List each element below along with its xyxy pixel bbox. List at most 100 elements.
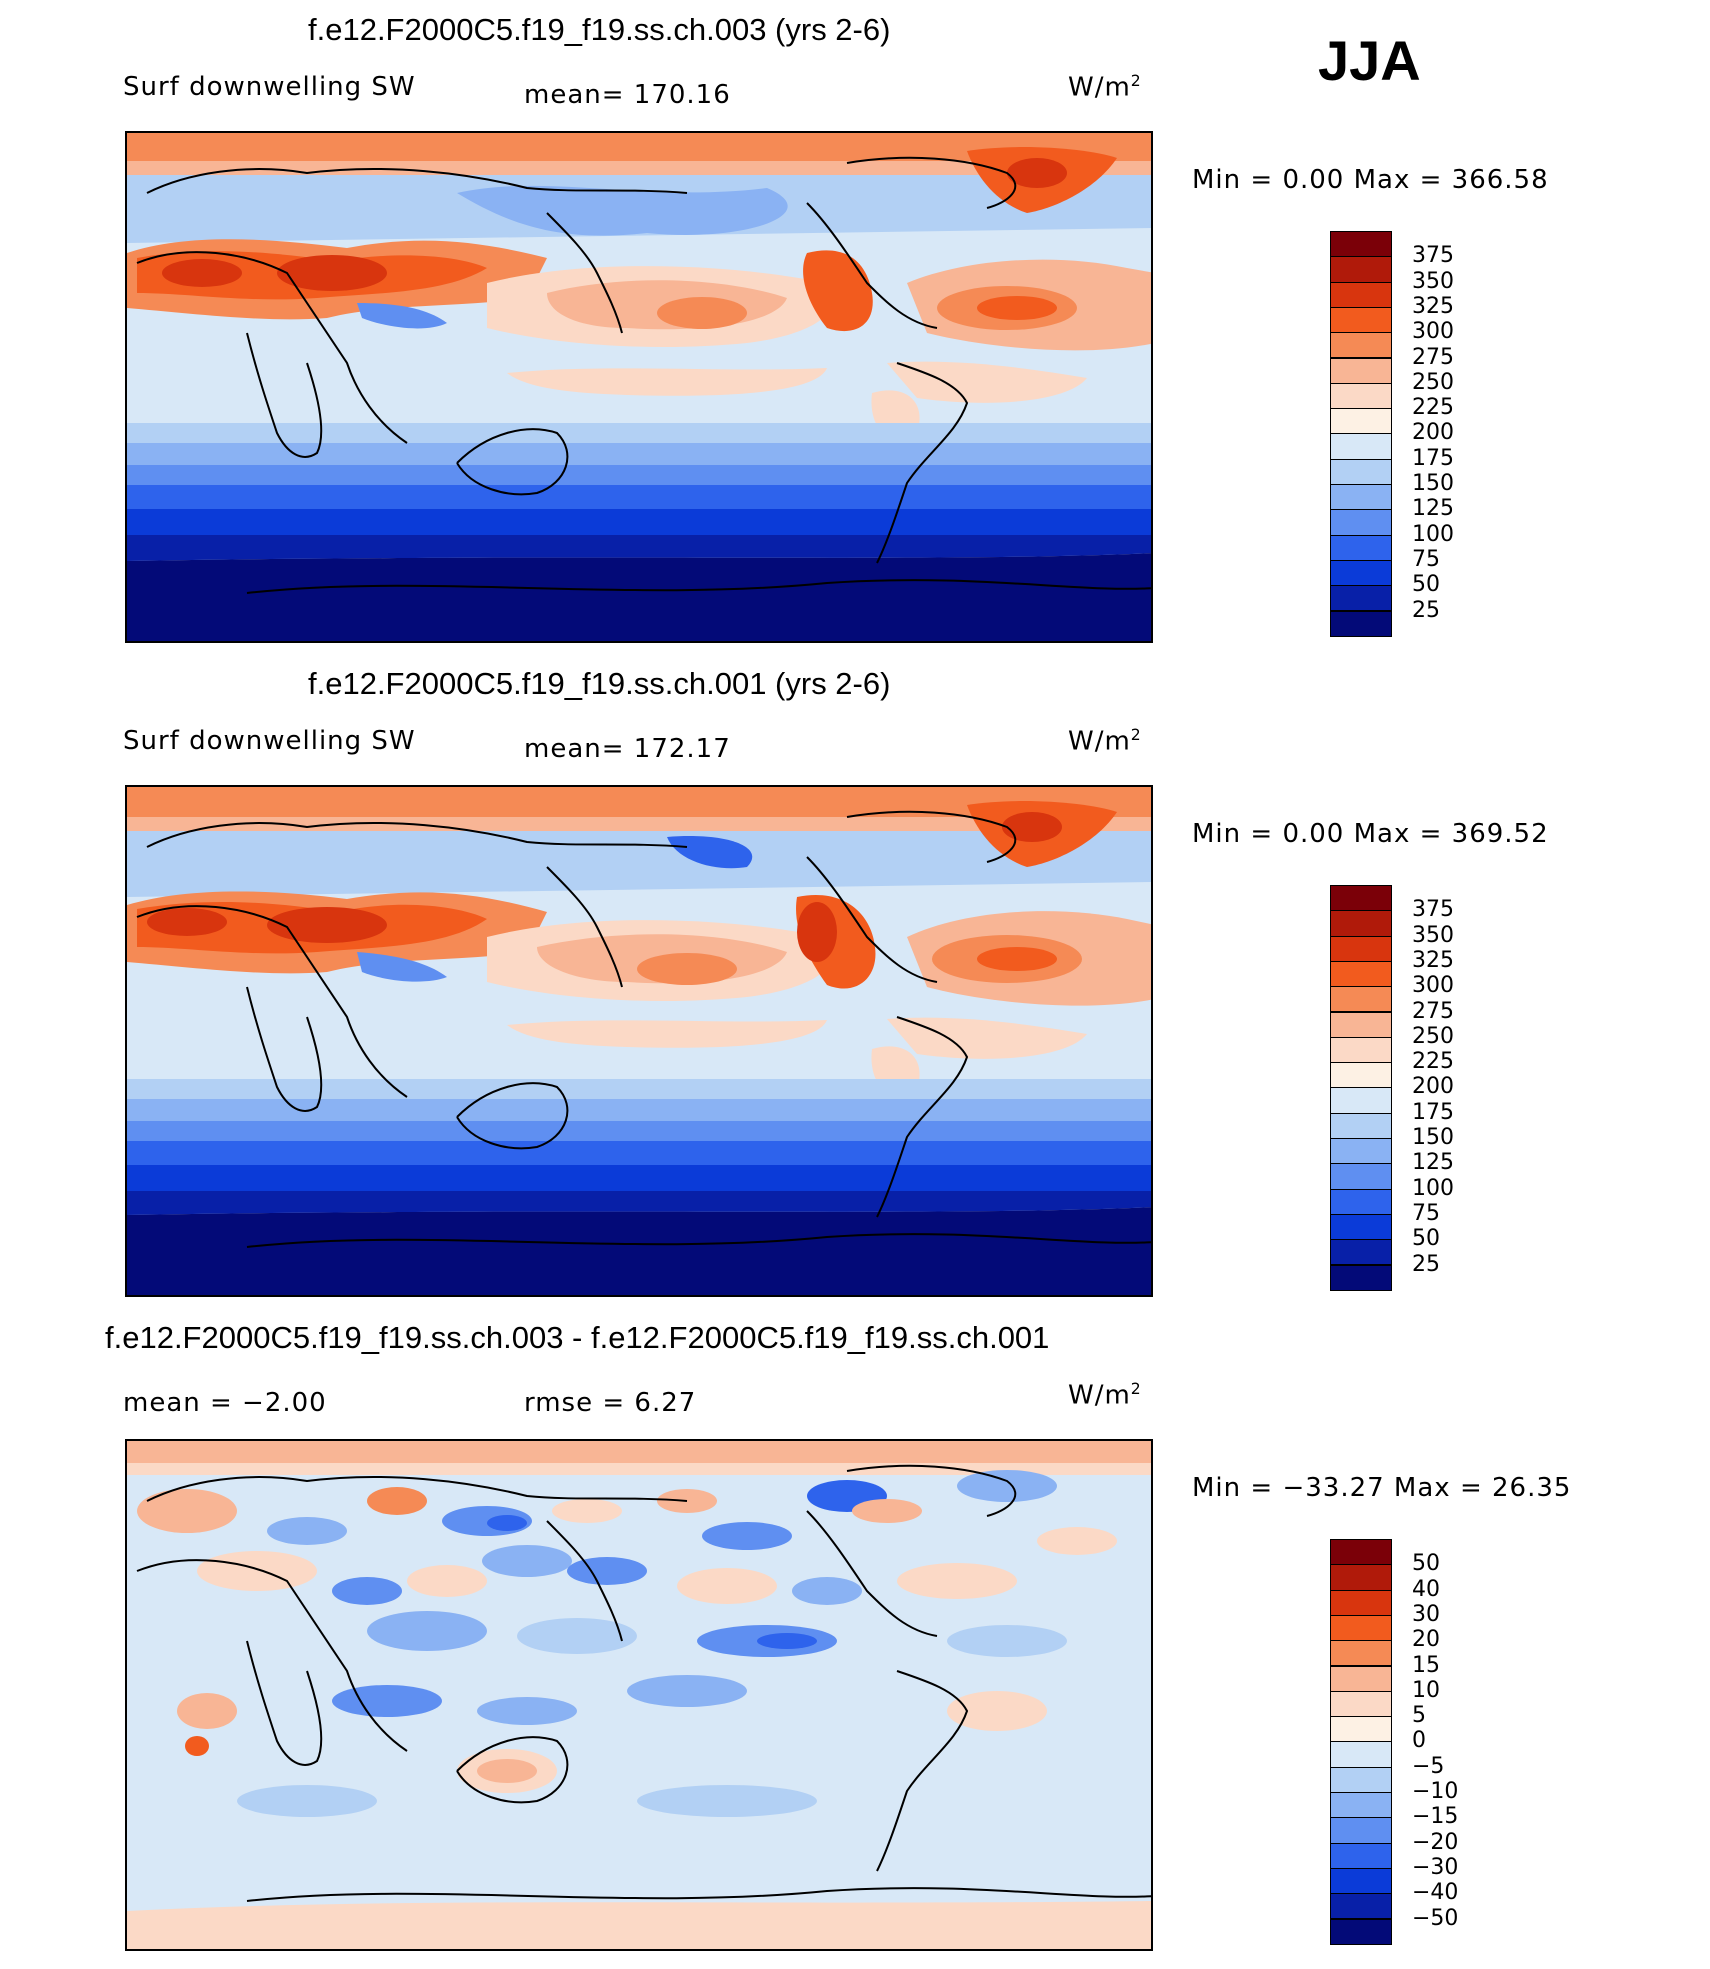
panel-3-mean-label: mean = −2.00 bbox=[123, 1388, 327, 1418]
colorbar-tick-label: 5 bbox=[1412, 1703, 1426, 1729]
colorbar-swatch bbox=[1330, 885, 1392, 912]
colorbar-tick-label: 325 bbox=[1412, 947, 1454, 973]
colorbar-tick-label: −20 bbox=[1412, 1829, 1459, 1855]
panel-1-mean-label: mean= 170.16 bbox=[524, 80, 731, 110]
panel-3-colorbar bbox=[1330, 1539, 1392, 1945]
colorbar-swatch bbox=[1330, 306, 1392, 334]
colorbar-tick-label: 10 bbox=[1412, 1677, 1440, 1703]
panel-1-contour-field bbox=[127, 133, 1151, 641]
colorbar-tick-label: 275 bbox=[1412, 344, 1454, 370]
colorbar-tick-label: 150 bbox=[1412, 1125, 1454, 1150]
panel-2-minmax: Min = 0.00 Max = 369.52 bbox=[1192, 819, 1549, 849]
panel-3-units: W/m2 bbox=[1068, 1380, 1142, 1411]
colorbar-swatch bbox=[1330, 1011, 1392, 1038]
colorbar-swatch bbox=[1330, 986, 1392, 1013]
colorbar-tick-label: 25 bbox=[1412, 1251, 1440, 1277]
panel-2-units: W/m2 bbox=[1068, 726, 1142, 757]
colorbar-swatch bbox=[1330, 1564, 1392, 1591]
colorbar-swatch bbox=[1330, 357, 1392, 384]
colorbar-tick-label: 250 bbox=[1412, 369, 1454, 395]
colorbar-tick-label: −15 bbox=[1412, 1804, 1459, 1830]
colorbar-tick-label: 200 bbox=[1412, 1074, 1454, 1100]
panel-3-rmse-label: rmse = 6.27 bbox=[524, 1388, 697, 1418]
panel-1-minmax: Min = 0.00 Max = 366.58 bbox=[1192, 165, 1549, 195]
colorbar-tick-label: 100 bbox=[1412, 1175, 1454, 1201]
colorbar-tick-label: 0 bbox=[1412, 1728, 1426, 1754]
colorbar-swatch bbox=[1330, 1842, 1392, 1869]
colorbar-swatch bbox=[1330, 1264, 1392, 1291]
colorbar-swatch bbox=[1330, 433, 1392, 460]
colorbar-tick-label: 30 bbox=[1412, 1601, 1440, 1627]
season-label: JJA bbox=[1318, 29, 1421, 92]
colorbar-tick-label: 125 bbox=[1412, 496, 1454, 522]
colorbar-tick-label: 150 bbox=[1412, 471, 1454, 496]
colorbar-swatch bbox=[1330, 1716, 1392, 1743]
panel-2-colorbar bbox=[1330, 885, 1392, 1291]
colorbar-swatch bbox=[1330, 1766, 1392, 1793]
colorbar-swatch bbox=[1330, 960, 1392, 988]
colorbar-swatch bbox=[1330, 1817, 1392, 1844]
panel-2-title: f.e12.F2000C5.f19_f19.ss.ch.001 (yrs 2-6… bbox=[308, 666, 891, 701]
colorbar-tick-label: −40 bbox=[1412, 1880, 1459, 1906]
colorbar-swatch bbox=[1330, 559, 1392, 587]
panel-2-mean-label: mean= 172.17 bbox=[524, 734, 731, 764]
panel-3-minmax: Min = −33.27 Max = 26.35 bbox=[1192, 1473, 1572, 1503]
colorbar-tick-label: 50 bbox=[1412, 1551, 1440, 1577]
colorbar-tick-label: 75 bbox=[1412, 1200, 1440, 1226]
colorbar-swatch bbox=[1330, 585, 1392, 612]
colorbar-swatch bbox=[1330, 1539, 1392, 1566]
colorbar-tick-label: 175 bbox=[1412, 1099, 1454, 1125]
colorbar-swatch bbox=[1330, 458, 1392, 485]
colorbar-swatch bbox=[1330, 1163, 1392, 1190]
colorbar-swatch bbox=[1330, 1690, 1392, 1718]
colorbar-swatch bbox=[1330, 1188, 1392, 1215]
colorbar-tick-label: 375 bbox=[1412, 897, 1454, 923]
colorbar-tick-label: 275 bbox=[1412, 998, 1454, 1024]
colorbar-tick-label: −10 bbox=[1412, 1779, 1459, 1804]
colorbar-tick-label: −50 bbox=[1412, 1905, 1459, 1931]
colorbar-swatch bbox=[1330, 1239, 1392, 1266]
colorbar-tick-label: 75 bbox=[1412, 546, 1440, 572]
panel-2-map bbox=[125, 785, 1153, 1297]
colorbar-swatch bbox=[1330, 281, 1392, 308]
colorbar-swatch bbox=[1330, 1062, 1392, 1089]
panel-1-map bbox=[125, 131, 1153, 643]
colorbar-swatch bbox=[1330, 610, 1392, 637]
colorbar-swatch bbox=[1330, 408, 1392, 435]
colorbar-swatch bbox=[1330, 1138, 1392, 1165]
colorbar-tick-label: 300 bbox=[1412, 973, 1454, 999]
colorbar-swatch bbox=[1330, 509, 1392, 536]
colorbar-tick-label: 50 bbox=[1412, 1226, 1440, 1252]
colorbar-swatch bbox=[1330, 382, 1392, 410]
colorbar-tick-label: 20 bbox=[1412, 1627, 1440, 1653]
panel-1-title: f.e12.F2000C5.f19_f19.ss.ch.003 (yrs 2-6… bbox=[308, 12, 891, 47]
colorbar-swatch bbox=[1330, 1213, 1392, 1241]
colorbar-swatch bbox=[1330, 1918, 1392, 1945]
colorbar-swatch bbox=[1330, 484, 1392, 511]
colorbar-swatch bbox=[1330, 256, 1392, 283]
colorbar-swatch bbox=[1330, 935, 1392, 962]
colorbar-swatch bbox=[1330, 1867, 1392, 1895]
colorbar-swatch bbox=[1330, 1893, 1392, 1920]
colorbar-tick-label: 300 bbox=[1412, 319, 1454, 345]
colorbar-tick-label: −30 bbox=[1412, 1854, 1459, 1880]
panel-1-variable-label: Surf downwelling SW bbox=[123, 72, 416, 102]
colorbar-tick-label: 175 bbox=[1412, 445, 1454, 471]
colorbar-swatch bbox=[1330, 1589, 1392, 1616]
colorbar-swatch bbox=[1330, 231, 1392, 258]
colorbar-tick-label: 200 bbox=[1412, 420, 1454, 446]
colorbar-swatch bbox=[1330, 1112, 1392, 1139]
colorbar-swatch bbox=[1330, 910, 1392, 937]
panel-3-map bbox=[125, 1439, 1153, 1951]
panel-1-colorbar bbox=[1330, 231, 1392, 637]
panel-2-contour-field bbox=[127, 787, 1151, 1295]
colorbar-tick-label: 350 bbox=[1412, 268, 1454, 294]
colorbar-tick-label: 225 bbox=[1412, 1049, 1454, 1075]
colorbar-tick-label: −5 bbox=[1412, 1753, 1445, 1779]
colorbar-tick-label: 40 bbox=[1412, 1576, 1440, 1602]
colorbar-tick-label: 350 bbox=[1412, 922, 1454, 948]
colorbar-swatch bbox=[1330, 332, 1392, 359]
colorbar-swatch bbox=[1330, 1792, 1392, 1819]
colorbar-tick-label: 50 bbox=[1412, 572, 1440, 598]
colorbar-swatch bbox=[1330, 1036, 1392, 1064]
